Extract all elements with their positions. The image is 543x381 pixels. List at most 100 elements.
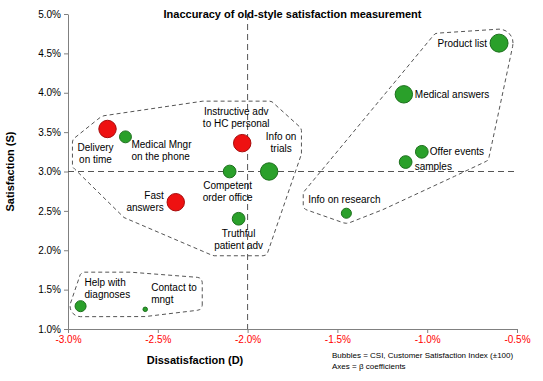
bubble: [490, 34, 508, 52]
point-label: Fastanswers: [127, 190, 164, 213]
bubble: [260, 163, 277, 180]
y-tick-label: 3.5%: [38, 127, 61, 138]
point-label: Deliveryon time: [77, 142, 113, 165]
y-tick-mark: [64, 211, 68, 212]
point-label-line: Help with: [85, 277, 126, 288]
y-tick: 4.5%: [38, 48, 68, 59]
y-tick-mark: [64, 329, 68, 330]
x-axis-line: [69, 329, 518, 330]
x-axis: -3.0% -2.5% -2.0% -1.5% -1.0% -0.5%: [55, 329, 530, 345]
point-label-line: Info on research: [308, 194, 380, 205]
point-labels: Product list Medical answers Offer events s…: [77, 38, 489, 305]
y-tick: 4.0%: [38, 87, 68, 98]
x-tick: -0.5%: [504, 329, 530, 345]
point-label: Medical Mngron the phone: [131, 139, 192, 162]
x-tick-mark: [68, 329, 69, 333]
bubble: [120, 131, 132, 143]
y-tick-label: 2.0%: [38, 245, 61, 256]
y-tick-mark: [64, 53, 68, 54]
point-label-line: diagnoses: [85, 289, 131, 300]
x-tick: -1.5%: [325, 329, 351, 345]
point-label-line: Fast: [144, 190, 164, 201]
point-label: Product list: [438, 38, 488, 49]
x-tick-mark: [248, 329, 249, 333]
group-outline: [72, 101, 301, 256]
point-label-line: Delivery: [77, 142, 113, 153]
point-label-line: Medical answers: [415, 89, 489, 100]
x-tick-label: -2.0%: [235, 334, 261, 345]
bubble: [341, 208, 351, 218]
point-label-line: to HC personal: [203, 118, 270, 129]
x-tick-label: -3.0%: [55, 334, 81, 345]
point-label: Medical answers: [415, 89, 489, 100]
x-tick-mark: [517, 329, 518, 333]
chart-title: Inaccuracy of old-style satisfaction mea…: [164, 8, 422, 20]
y-tick-label: 4.5%: [38, 48, 61, 59]
y-tick-label: 1.5%: [38, 284, 61, 295]
x-tick: -2.0%: [235, 329, 261, 345]
x-tick-mark: [427, 329, 428, 333]
point-label-line: Competent: [203, 180, 252, 191]
y-tick-mark: [64, 132, 68, 133]
y-tick-mark: [64, 14, 68, 15]
point-label-line: samples: [415, 161, 452, 172]
point-label-line: Info on: [266, 131, 297, 142]
annotation: Bubbles = CSI, Customer Satisfaction Ind…: [332, 351, 513, 360]
point-label: Truthfulpatient adv: [214, 228, 263, 251]
point-label-line: on the phone: [131, 151, 190, 162]
point-label-line: mngt: [151, 294, 173, 305]
point-label: samples: [415, 161, 452, 172]
y-tick: 5.0%: [38, 9, 68, 20]
bubble: [223, 165, 236, 178]
bubble: [99, 120, 116, 137]
y-tick-label: 1.0%: [38, 324, 61, 335]
point-label-line: Instructive adv: [204, 106, 268, 117]
x-tick: -1.0%: [415, 329, 441, 345]
y-tick: 3.5%: [38, 127, 68, 138]
point-label-line: Product list: [438, 38, 488, 49]
y-tick-mark: [64, 93, 68, 94]
point-label: Offer events: [430, 146, 484, 157]
y-axis-title: Satisfaction (S): [4, 131, 16, 211]
bubble: [167, 193, 184, 210]
bubble: [75, 301, 86, 312]
chart-container: -3.0% -2.5% -2.0% -1.5% -1.0% -0.5% 1.0% 1.5% 2.…: [0, 0, 543, 381]
group-outline: [303, 29, 513, 223]
y-tick: 1.0%: [38, 324, 68, 335]
x-tick: -2.5%: [145, 329, 171, 345]
point-label: Contact tomngt: [151, 282, 197, 305]
point-label: Instructive advto HC personal: [203, 106, 270, 129]
point-label-line: Offer events: [430, 146, 484, 157]
chart-svg: -3.0% -2.5% -2.0% -1.5% -1.0% -0.5% 1.0% 1.5% 2.…: [0, 0, 543, 381]
x-tick-mark: [337, 329, 338, 333]
y-tick-mark: [64, 290, 68, 291]
point-label: Info ontrials: [266, 131, 297, 154]
point-label: Competentorder office: [203, 180, 253, 203]
y-tick: 3.0%: [38, 166, 68, 177]
y-tick: 2.0%: [38, 245, 68, 256]
bubble: [415, 145, 428, 158]
y-tick-label: 4.0%: [38, 87, 61, 98]
point-label-line: trials: [271, 143, 292, 154]
x-tick-label: -1.5%: [325, 334, 351, 345]
y-tick-label: 2.5%: [38, 206, 61, 217]
y-tick-label: 5.0%: [38, 9, 61, 20]
point-label-line: Contact to: [151, 282, 197, 293]
reference-line-vertical: [247, 14, 248, 329]
bubble: [395, 86, 412, 103]
x-tick-label: -2.5%: [145, 334, 171, 345]
y-tick: 1.5%: [38, 284, 68, 295]
bubble: [143, 307, 148, 312]
x-tick-mark: [158, 329, 159, 333]
point-label-line: patient adv: [214, 240, 263, 251]
x-tick-label: -0.5%: [504, 334, 530, 345]
point-label-line: Medical Mngr: [131, 139, 192, 150]
y-tick-label: 3.0%: [38, 166, 61, 177]
y-tick: 2.5%: [38, 206, 68, 217]
point-label: Help withdiagnoses: [85, 277, 131, 300]
group-outlines: [70, 29, 513, 317]
bubble: [399, 156, 412, 169]
annotation: Axes = β coefficients: [332, 362, 406, 371]
group-outline: [70, 272, 202, 317]
x-tick-label: -1.0%: [415, 334, 441, 345]
